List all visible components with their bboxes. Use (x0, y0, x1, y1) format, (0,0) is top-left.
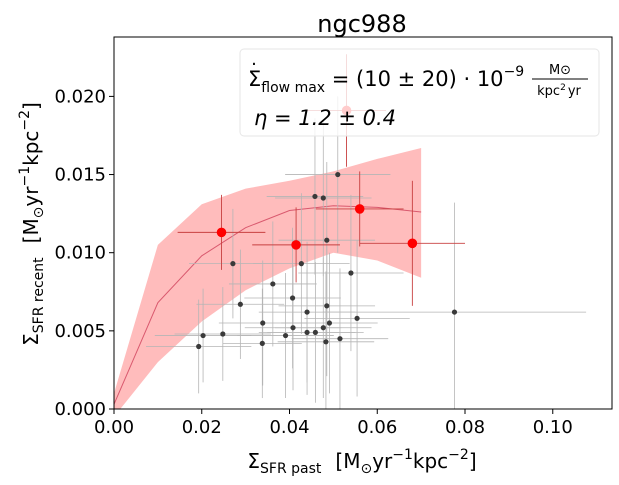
pixel-point (282, 332, 289, 339)
y-tick-label: 0.005 (54, 321, 106, 342)
x-tick-label: 0.02 (182, 417, 222, 438)
pixel-point (326, 320, 333, 326)
pixel-point (337, 336, 343, 342)
pixel-point (260, 320, 266, 326)
pixel-point (304, 329, 310, 336)
legend-box (239, 48, 600, 137)
chart-title: ngc988 (317, 10, 406, 38)
pixel-point (312, 329, 318, 336)
pixel-point (298, 261, 304, 267)
x-tick-label: 0.00 (94, 417, 134, 438)
pixel-point (289, 295, 296, 301)
pixel-point (320, 325, 326, 331)
pixel-point (324, 237, 330, 243)
legend-sigma-dot: · (251, 54, 257, 75)
x-axis-ticks: 0.00 0.02 0.04 0.06 0.08 0.10 (94, 409, 573, 438)
legend-frac-den: kpc2 yr (537, 83, 581, 99)
y-tick-label: 0.010 (54, 243, 106, 264)
legend-line-2: η = 1.2 ± 0.4 (254, 106, 396, 130)
pixel-point (259, 340, 265, 346)
pixel-point (354, 315, 360, 321)
pixel-point (196, 343, 202, 350)
x-tick-label: 0.04 (269, 417, 309, 438)
pixel-point (270, 281, 276, 287)
pixel-point (200, 332, 206, 339)
legend-sigma: Σ (248, 67, 261, 91)
legend-line-1: Σflow max = (10 ± 20) · 10−9 · M⊙ kpc2 yr (248, 54, 588, 99)
binned-point (354, 204, 365, 214)
pixel-point (230, 261, 236, 267)
pixel-point (335, 171, 341, 178)
model-confidence-band (114, 147, 422, 409)
y-axis-label: ΣSFR recent[M⊙yr−1kpc−2] (17, 102, 47, 346)
pixel-point (290, 325, 296, 331)
binned-point (407, 238, 418, 249)
pixel-point (304, 309, 310, 315)
legend-sub: flow max (261, 80, 325, 96)
pixel-points (196, 171, 458, 350)
model-line (114, 205, 422, 405)
pixel-point (312, 193, 318, 200)
legend-value: = (10 ± 20) · 10 (325, 67, 503, 91)
pixel-point (348, 270, 354, 276)
y-axis-ticks: 0.000 0.005 0.010 0.015 0.020 (54, 86, 114, 420)
y-tick-label: 0.015 (54, 165, 106, 186)
legend-frac-num: M⊙ (549, 63, 571, 78)
binned-point (291, 240, 301, 250)
pixel-point (324, 303, 330, 309)
x-axis-label: ΣSFR past [M⊙yr−1kpc−2] (247, 447, 476, 477)
pixel-point (237, 301, 243, 307)
x-tick-label: 0.10 (533, 417, 573, 438)
y-tick-label: 0.000 (54, 399, 106, 420)
svg-text:Σflow max = (10 ± 20) · 10−9: Σflow max = (10 ± 20) · 10−9 (248, 64, 524, 96)
pixel-point (323, 339, 329, 345)
x-tick-label: 0.08 (445, 417, 485, 438)
plot-frame (113, 36, 613, 410)
pixel-point (320, 195, 326, 201)
binned-point (216, 227, 227, 238)
pixel-point (451, 309, 458, 315)
pixel-point (220, 331, 226, 337)
y-tick-label: 0.020 (54, 86, 106, 107)
x-tick-label: 0.06 (357, 417, 397, 438)
legend-exp: −9 (504, 64, 525, 80)
